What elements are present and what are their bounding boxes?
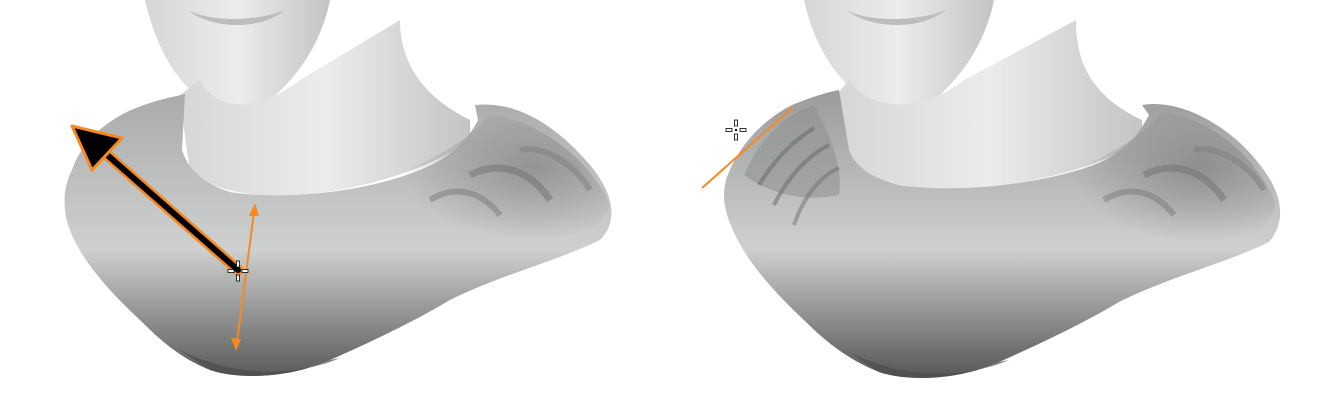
drag-arrow-icon [70,124,244,276]
cloth-bottom-shade [849,352,1009,378]
chin-shape [804,0,994,109]
wrinkle-3 [792,166,840,226]
cloth-fold-3 [519,146,593,192]
neck-shape [839,20,1142,191]
stroke-line [701,107,793,189]
viewport-after[interactable] [664,0,1328,412]
cloth-fold-2 [468,164,553,202]
cloth-fold-3 [1193,146,1267,192]
wrinkle-2 [772,143,830,206]
cloth-fold-1 [428,188,503,217]
wrinkle-1 [757,126,816,187]
cloth-fold-1 [1102,188,1177,217]
bust-render-right [701,0,1281,378]
double-headed-arrow-icon [231,203,259,351]
lips-shape [846,10,946,25]
cloth-fold-2 [1142,164,1227,202]
neck-shape [180,20,470,196]
viewport-before[interactable] [0,0,664,412]
lips-shape [188,10,285,25]
cloth-bottom-shade [180,350,340,376]
crosshair-cursor-icon [725,119,747,141]
bust-render-left [64,0,612,376]
chin-shape [145,0,330,109]
crosshair-cursor-icon [227,260,249,282]
